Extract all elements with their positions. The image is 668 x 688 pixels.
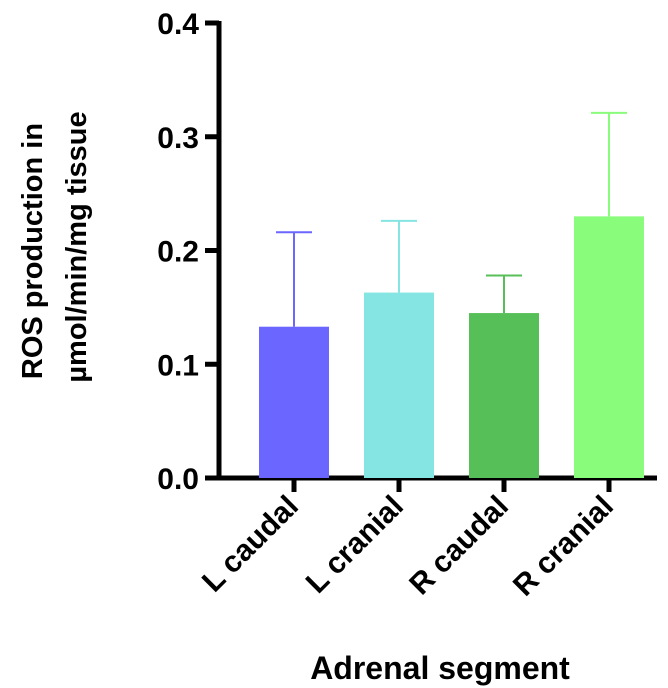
y-tick-label: 0.1 <box>157 349 199 382</box>
x-axis <box>217 475 657 492</box>
y-axis-label-line-2: µmol/min/mg tissue <box>61 111 93 382</box>
y-tick-labels: 0.0 0.1 0.2 0.3 0.4 <box>157 8 199 496</box>
bar <box>364 292 434 478</box>
bar <box>469 313 539 478</box>
error-bars <box>276 111 627 327</box>
y-axis-label-line-1: ROS production in <box>17 123 49 379</box>
y-tick-label: 0.3 <box>157 122 199 155</box>
x-axis-label: Adrenal segment <box>310 650 570 686</box>
x-tick-label: R caudal <box>403 490 515 602</box>
bar <box>574 216 644 478</box>
y-axis <box>205 20 222 481</box>
bars <box>259 216 644 478</box>
bar <box>259 326 329 478</box>
x-tick-label: L caudal <box>196 490 305 599</box>
x-tick-label: R cranial <box>507 490 620 603</box>
y-tick-label: 0.2 <box>157 236 199 269</box>
x-tick-label: L cranial <box>300 490 410 600</box>
y-tick-label: 0.4 <box>157 8 199 41</box>
y-axis-label: ROS production in µmol/min/mg tissue <box>17 111 93 382</box>
y-tick-label: 0.0 <box>157 463 199 496</box>
